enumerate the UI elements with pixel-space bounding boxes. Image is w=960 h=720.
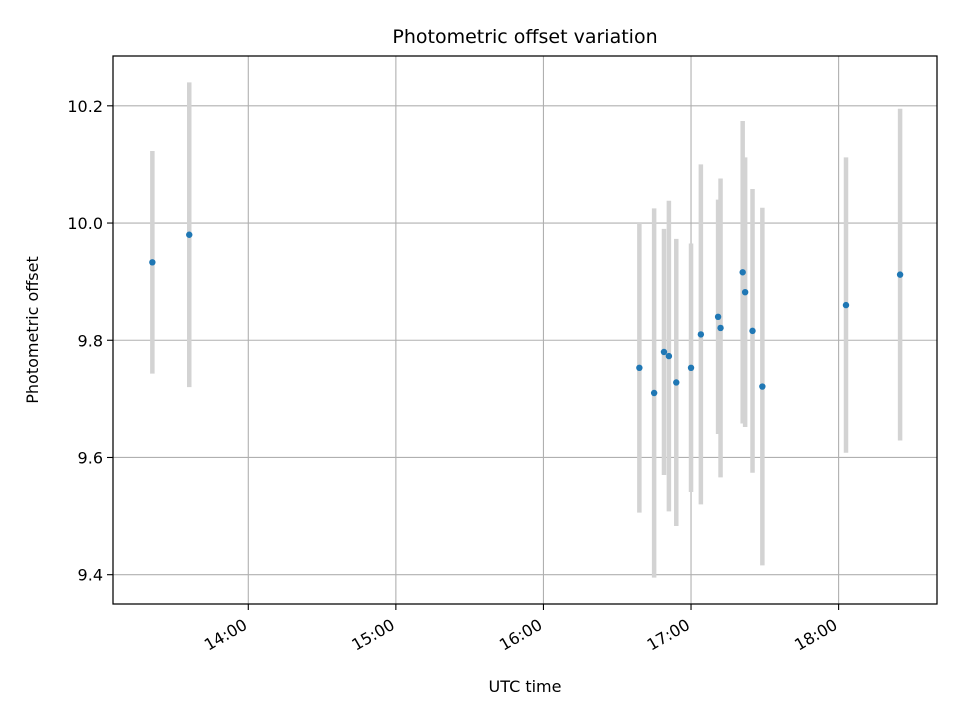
data-point [650,389,658,397]
x-tick-label: 14:00 [201,615,250,655]
x-axis-title: UTC time [489,677,562,696]
y-tick-label: 10.2 [67,97,103,116]
x-tick-label: 16:00 [496,615,545,655]
plot-frame [112,55,938,605]
data-point [739,269,746,276]
y-tick-label: 9.6 [78,448,103,467]
y-tick-label: 9.8 [78,331,103,350]
data-point [673,379,680,386]
y-tick-label: 9.4 [78,566,103,585]
data-point [186,231,193,238]
data-point [149,259,156,266]
data-point [842,301,850,309]
data-point [636,364,643,372]
grid [113,56,937,604]
data-point [697,331,705,338]
data-point [896,271,904,278]
x-axis: 14:00 15:00 16:00 17:00 18:00 [201,604,841,655]
plot-background [113,56,937,604]
y-axis-title: Photometric offset [23,256,42,404]
data-point [749,327,756,335]
x-tick-label: 18:00 [791,615,840,655]
data-point [714,313,722,321]
data-points [149,231,904,397]
data-point [665,352,673,360]
data-point [687,364,695,372]
y-tick-label: 10.0 [67,214,103,233]
chart-title: Photometric offset variation [392,26,657,48]
data-point [741,288,749,296]
y-axis: 9.4 9.6 9.8 10.0 10.2 [67,97,113,585]
x-tick-label: 17:00 [644,615,693,655]
data-point [660,348,668,356]
x-tick-label: 15:00 [348,615,397,655]
data-point [759,383,766,390]
data-point [717,324,724,332]
